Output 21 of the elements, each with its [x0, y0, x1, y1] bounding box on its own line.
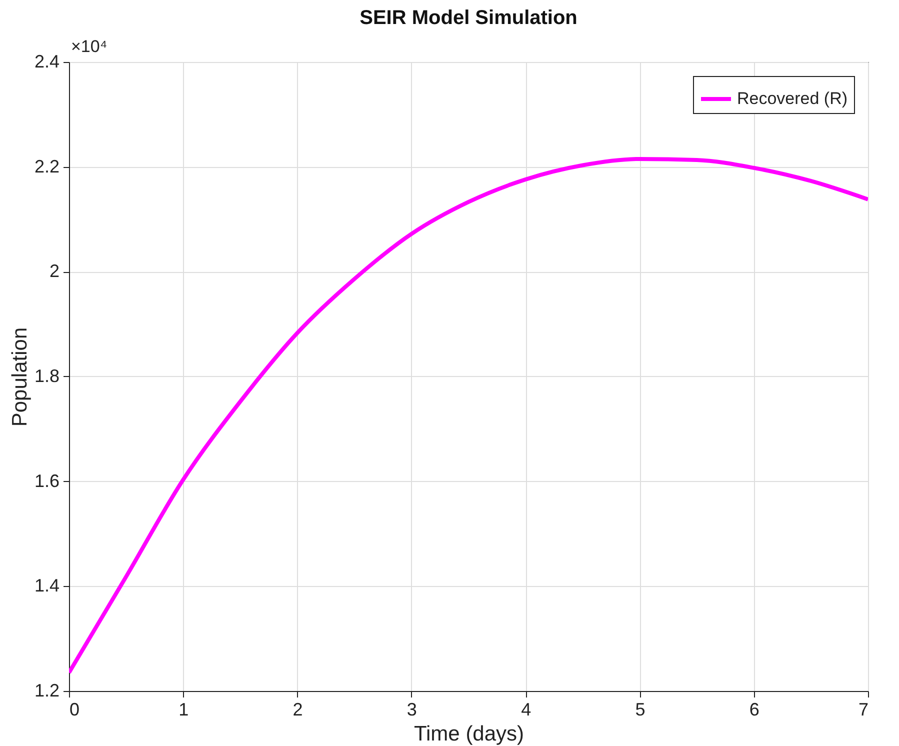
x-tick-label: 3 — [406, 700, 417, 720]
y-tick-label: 1.2 — [34, 680, 60, 700]
line-series — [69, 156, 868, 675]
x-tick-label: 5 — [635, 700, 646, 720]
x-tick-label: 4 — [521, 700, 532, 720]
y-tick-label: 2.4 — [34, 52, 60, 72]
y-tick-label: 2.2 — [34, 156, 60, 176]
x-tick-label: 0 — [70, 700, 80, 720]
y-tick-label: 2 — [49, 261, 60, 282]
y-axis-title: Population — [8, 327, 32, 427]
y-tick-label: 1.6 — [34, 470, 60, 491]
text: ×10⁴ — [71, 37, 108, 56]
x-tick-label: 6 — [749, 700, 760, 720]
y-tick-label: 1.4 — [34, 576, 60, 596]
x-tick-label: 1 — [178, 700, 189, 720]
x-tick-label: 7 — [858, 700, 868, 720]
y-tick-label: 1.8 — [34, 366, 60, 386]
chart-title: SEIR Model Simulation — [360, 7, 578, 29]
legend-label: Recovered (R) — [737, 89, 848, 108]
x-tick-label: 2 — [292, 700, 303, 720]
x-axis-title: Time (days) — [414, 722, 524, 746]
